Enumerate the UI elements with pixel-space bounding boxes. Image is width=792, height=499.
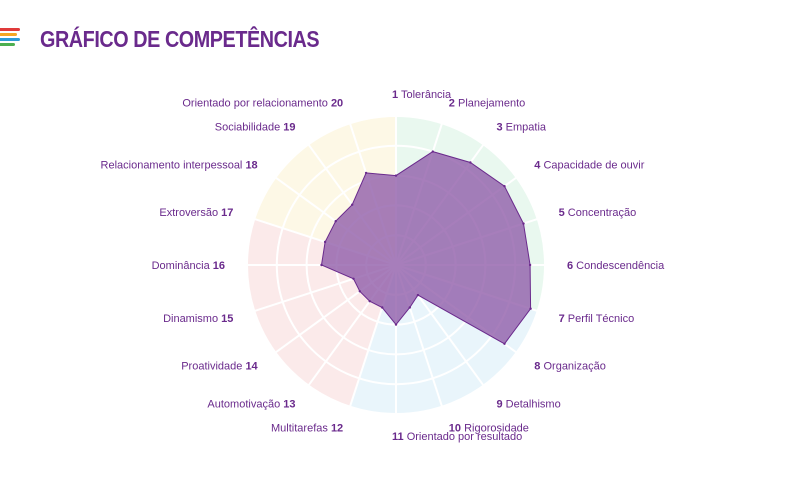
category-name: Orientado por relacionamento bbox=[182, 97, 331, 109]
data-point-3 bbox=[469, 161, 472, 164]
category-label-18: Relacionamento interpessoal 18 bbox=[101, 160, 258, 172]
data-point-11 bbox=[394, 323, 398, 326]
category-label-15: Dinamismo 15 bbox=[163, 313, 233, 325]
category-label-3: 3 Empatia bbox=[497, 122, 547, 134]
category-name: Capacidade de ouvir bbox=[540, 160, 644, 172]
category-label-12: Multitarefas 12 bbox=[271, 423, 343, 435]
category-label-14: Proatividade 14 bbox=[181, 361, 258, 373]
category-number: 16 bbox=[213, 260, 225, 272]
category-number: 14 bbox=[245, 361, 258, 373]
data-point-15 bbox=[352, 277, 355, 280]
category-number: 10 bbox=[449, 423, 461, 435]
category-number: 3 bbox=[497, 122, 503, 134]
category-name: Perfil Técnico bbox=[565, 313, 635, 325]
logo-stripe-green bbox=[0, 43, 15, 46]
data-point-6 bbox=[528, 263, 532, 267]
category-label-17: Extroversão 17 bbox=[159, 207, 233, 219]
category-label-2: 2 Planejamento bbox=[449, 97, 525, 109]
data-point-16 bbox=[320, 263, 323, 267]
logo-stripe-blue bbox=[0, 38, 20, 41]
category-name: Dominância bbox=[152, 260, 213, 272]
data-point-4 bbox=[503, 185, 506, 188]
category-label-16: Dominância 16 bbox=[152, 260, 225, 272]
category-name: Dinamismo bbox=[163, 313, 221, 325]
category-number: 6 bbox=[567, 260, 573, 272]
logo-stripe-orange bbox=[0, 33, 17, 36]
data-point-19 bbox=[351, 203, 354, 206]
category-name: Multitarefas bbox=[271, 423, 331, 435]
category-name: Organização bbox=[540, 361, 605, 373]
category-number: 8 bbox=[534, 361, 540, 373]
category-name: Relacionamento interpessoal bbox=[101, 160, 246, 172]
category-name: Proatividade bbox=[181, 361, 245, 373]
category-label-9: 9 Detalhismo bbox=[497, 398, 561, 410]
data-point-1 bbox=[394, 174, 398, 177]
category-number: 20 bbox=[331, 97, 343, 109]
data-point-17 bbox=[323, 240, 327, 244]
data-point-14 bbox=[358, 290, 361, 293]
category-name: Automotivação bbox=[207, 398, 283, 410]
category-number: 12 bbox=[331, 423, 343, 435]
category-name: Sociabilidade bbox=[215, 122, 284, 134]
category-label-20: Orientado por relacionamento 20 bbox=[182, 97, 343, 109]
category-number: 1 bbox=[392, 89, 398, 101]
category-name: Condescendência bbox=[573, 260, 665, 272]
category-number: 7 bbox=[559, 313, 565, 325]
category-label-1: 1 Tolerância bbox=[392, 89, 452, 101]
data-point-20 bbox=[364, 171, 368, 175]
category-number: 2 bbox=[449, 97, 455, 109]
category-name: Detalhismo bbox=[503, 398, 561, 410]
category-name: Planejamento bbox=[455, 97, 525, 109]
logo-stripe-red bbox=[0, 28, 20, 31]
data-point-9 bbox=[416, 293, 420, 297]
category-number: 5 bbox=[559, 207, 565, 219]
category-number: 13 bbox=[283, 398, 295, 410]
category-name: Empatia bbox=[503, 122, 547, 134]
category-name: Concentração bbox=[565, 207, 637, 219]
category-label-4: 4 Capacidade de ouvir bbox=[534, 160, 644, 172]
category-name: Extroversão bbox=[159, 207, 221, 219]
data-point-18 bbox=[334, 220, 337, 223]
data-point-10 bbox=[408, 306, 411, 309]
data-point-5 bbox=[522, 222, 525, 225]
category-label-19: Sociabilidade 19 bbox=[215, 122, 296, 134]
category-label-5: 5 Concentração bbox=[559, 207, 637, 219]
category-number: 18 bbox=[245, 160, 257, 172]
category-label-13: Automotivação 13 bbox=[207, 398, 295, 410]
category-number: 11 bbox=[392, 431, 404, 443]
category-name: Orientado por resultado bbox=[404, 431, 523, 443]
category-number: 19 bbox=[283, 122, 295, 134]
data-point-2 bbox=[431, 150, 434, 153]
category-number: 9 bbox=[497, 398, 503, 410]
data-point-12 bbox=[381, 306, 384, 309]
category-number: 17 bbox=[221, 207, 233, 219]
logo-icon bbox=[0, 28, 22, 46]
category-number: 4 bbox=[534, 160, 541, 172]
category-name: Tolerância bbox=[398, 89, 452, 101]
category-label-6: 6 Condescendência bbox=[567, 260, 665, 272]
page-title: GRÁFICO DE COMPETÊNCIAS bbox=[40, 26, 320, 52]
category-label-11: 11 Orientado por resultado bbox=[392, 431, 522, 443]
data-point-13 bbox=[368, 300, 371, 303]
category-label-10: 10 Rigorosidade bbox=[449, 423, 529, 435]
data-point-7 bbox=[529, 307, 532, 310]
data-point-8 bbox=[503, 342, 506, 345]
category-label-7: 7 Perfil Técnico bbox=[559, 313, 635, 325]
category-label-8: 8 Organização bbox=[534, 361, 606, 373]
category-name: Rigorosidade bbox=[461, 423, 529, 435]
category-number: 15 bbox=[221, 313, 233, 325]
